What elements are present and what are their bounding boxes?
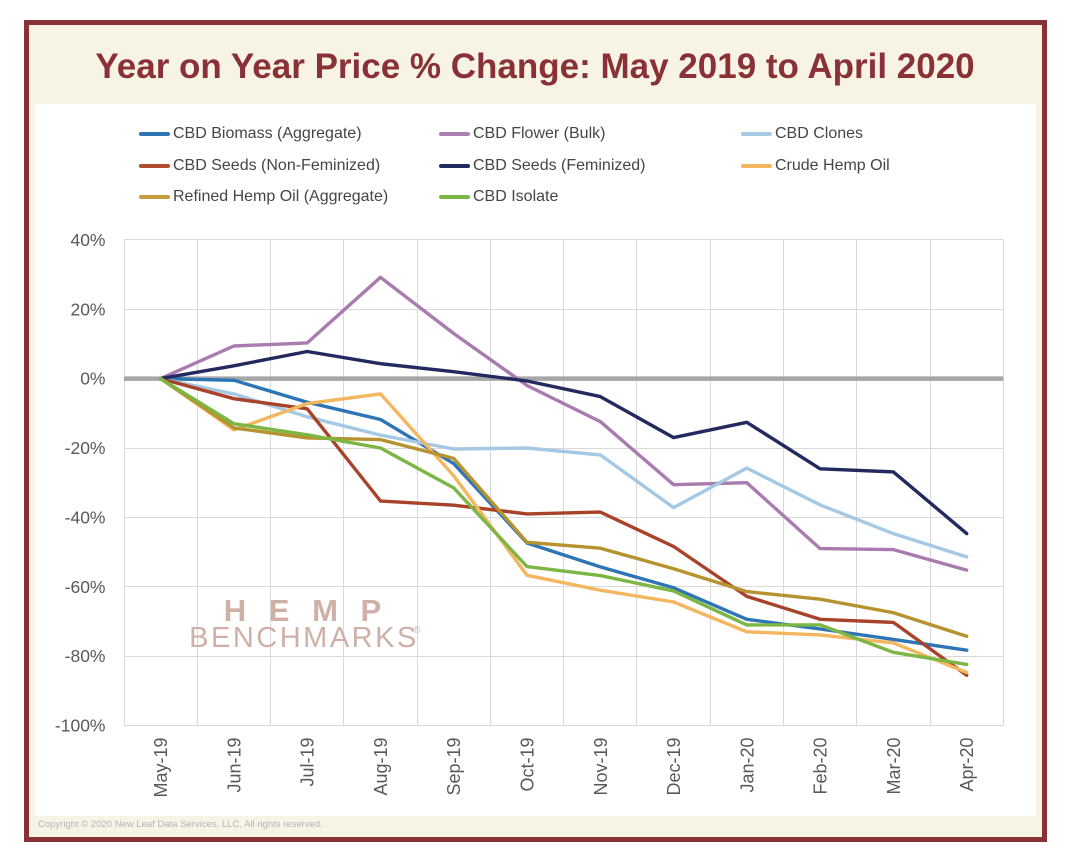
svg-text:Jul-19: Jul-19 <box>298 738 318 787</box>
svg-text:Feb-20: Feb-20 <box>811 738 831 795</box>
svg-text:Jun-19: Jun-19 <box>224 738 244 793</box>
svg-text:-60%: -60% <box>65 577 106 597</box>
svg-text:20%: 20% <box>70 299 105 319</box>
svg-text:Oct-19: Oct-19 <box>518 738 538 792</box>
svg-text:Mar-20: Mar-20 <box>884 738 904 795</box>
svg-text:0%: 0% <box>80 369 105 389</box>
svg-text:Apr-20: Apr-20 <box>957 738 977 792</box>
svg-text:®: ® <box>413 625 421 636</box>
svg-text:BENCHMARKS: BENCHMARKS <box>189 622 419 654</box>
svg-text:-20%: -20% <box>65 438 106 458</box>
svg-text:Jan-20: Jan-20 <box>737 738 757 793</box>
svg-text:40%: 40% <box>70 230 105 250</box>
svg-text:-80%: -80% <box>65 646 106 666</box>
svg-text:May-19: May-19 <box>151 738 171 798</box>
svg-text:-40%: -40% <box>65 507 106 527</box>
svg-text:Sep-19: Sep-19 <box>444 738 464 796</box>
svg-text:Nov-19: Nov-19 <box>591 738 611 796</box>
svg-text:H E M P: H E M P <box>224 593 388 628</box>
svg-text:Dec-19: Dec-19 <box>664 738 684 796</box>
svg-text:Aug-19: Aug-19 <box>371 738 391 796</box>
svg-text:-100%: -100% <box>55 716 106 736</box>
